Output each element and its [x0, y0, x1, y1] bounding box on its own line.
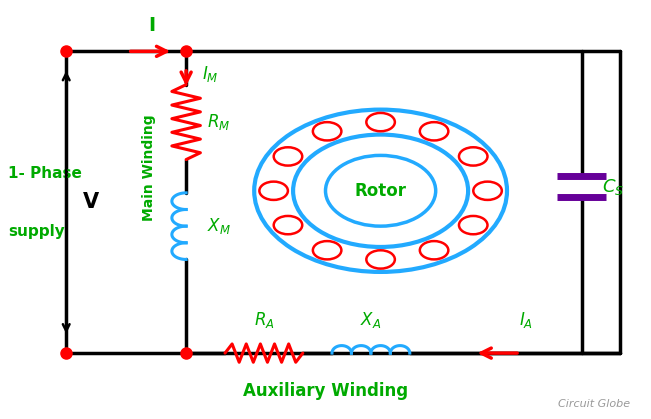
Circle shape [313, 241, 341, 259]
Circle shape [367, 250, 395, 269]
Text: Rotor: Rotor [355, 182, 407, 200]
Circle shape [459, 147, 488, 166]
Circle shape [473, 181, 502, 200]
Circle shape [259, 181, 288, 200]
Text: 1- Phase: 1- Phase [8, 166, 82, 181]
Circle shape [367, 113, 395, 131]
Circle shape [254, 110, 507, 272]
Circle shape [293, 134, 468, 247]
Circle shape [420, 122, 449, 140]
Text: $R_A$: $R_A$ [254, 310, 274, 330]
Circle shape [273, 216, 302, 234]
Text: I: I [148, 16, 156, 35]
Circle shape [420, 241, 449, 259]
Text: $R_M$: $R_M$ [207, 112, 230, 132]
Text: $X_M$: $X_M$ [207, 216, 230, 236]
Text: Main Winding: Main Winding [141, 114, 156, 221]
Circle shape [459, 216, 488, 234]
Text: Auxiliary Winding: Auxiliary Winding [243, 382, 408, 400]
Text: $I_M$: $I_M$ [202, 64, 219, 84]
Circle shape [326, 155, 436, 226]
Text: supply: supply [8, 224, 64, 239]
Text: $C_S$: $C_S$ [602, 176, 624, 197]
Circle shape [273, 147, 302, 166]
Text: $X_A$: $X_A$ [360, 310, 381, 330]
Text: $I_A$: $I_A$ [519, 310, 533, 330]
Text: Circuit Globe: Circuit Globe [558, 399, 630, 409]
Circle shape [313, 122, 341, 140]
Text: V: V [83, 192, 98, 212]
